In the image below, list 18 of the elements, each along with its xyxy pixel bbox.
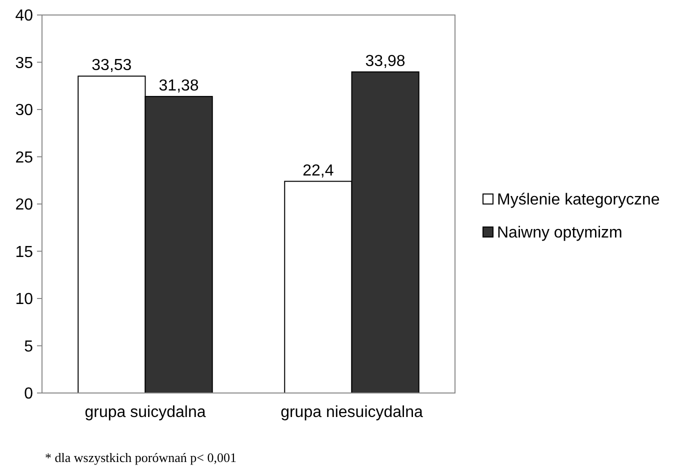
legend-label: Myślenie kategoryczne [497,192,660,209]
x-tick-label: grupa niesuicydalna [280,404,424,421]
data-label: 33,98 [365,52,406,70]
y-tick-label: 15 [15,244,34,261]
y-tick-label: 5 [24,338,34,356]
y-tick-label: 35 [15,54,34,72]
data-label: 33,53 [92,57,132,74]
y-tick-label: 10 [15,291,34,308]
y-tick-label: 25 [15,149,34,166]
text: * dla wszystkich porównań p< 0,001 [45,450,236,465]
data-label: 31,38 [158,77,199,94]
data-label: 22,4 [302,162,334,180]
y-tick-label: 40 [15,8,34,25]
y-tick-label: 20 [15,196,34,214]
y-tick-label: 0 [24,386,34,403]
legend-label: Naiwny optymizm [497,224,622,242]
x-tick-label: grupa suicydalna [84,404,206,421]
y-tick-label: 30 [15,102,34,120]
